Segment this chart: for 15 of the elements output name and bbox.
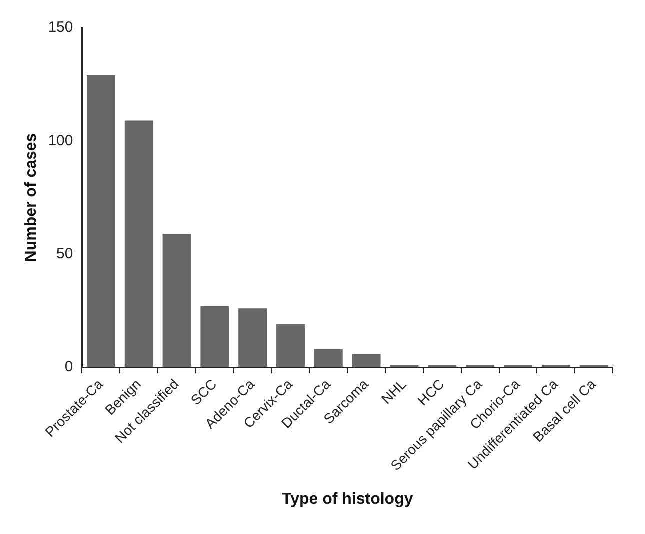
y-axis-title: Number of cases [23,133,40,262]
y-tick-label: 100 [48,132,74,150]
bar [162,234,192,368]
bar [314,349,343,368]
bar [124,120,154,368]
bar [200,306,230,368]
bar [86,76,116,368]
bar [238,308,268,368]
x-tick-label: NHL [378,376,410,408]
bar [276,324,305,368]
bar [352,354,381,368]
x-axis-title: Type of histology [282,490,414,508]
y-tick-label: 0 [64,358,74,376]
y-tick-label: 150 [48,19,74,36]
y-tick-label: 50 [56,245,74,262]
